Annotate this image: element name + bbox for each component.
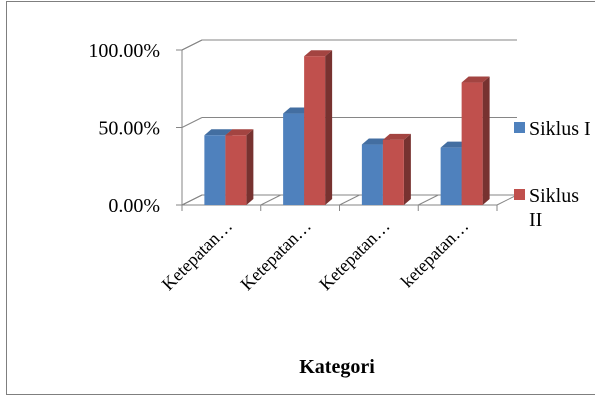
chart-legend: Siklus I Siklus II: [514, 118, 591, 231]
bar: [225, 129, 254, 205]
bar: [304, 50, 333, 206]
x-tick-label: Ketepatan…: [158, 216, 236, 294]
depth-edge-bottom: [181, 194, 203, 206]
grid-depth-line: [181, 117, 203, 128]
floor-divider: [418, 194, 439, 206]
floor-right-edge: [496, 194, 518, 206]
legend-label: Siklus II: [529, 185, 579, 231]
y-tick-label: 50.00%: [98, 118, 160, 140]
y-tick-label: 0.00%: [108, 195, 160, 217]
legend-entry: Siklus I: [514, 118, 591, 140]
depth-edge-top: [181, 39, 203, 51]
legend-swatch: [514, 122, 525, 133]
floor-divider: [339, 194, 360, 206]
legend-label: Siklus I: [529, 118, 591, 140]
legend-entry: Siklus II: [514, 185, 579, 231]
x-tick-label: Ketepatan…: [315, 216, 393, 294]
legend-swatch: [514, 189, 525, 200]
x-axis-title: Kategori: [299, 356, 375, 378]
x-tick-label: Ketepatan…: [236, 216, 314, 294]
floor-divider: [260, 194, 281, 206]
chart-bars: [204, 50, 490, 206]
y-tick-label: 100.00%: [88, 40, 160, 62]
x-tick-labels: Ketepatan… Ketepatan… Ketepatan… ketepatan…: [158, 216, 473, 294]
y-tick-labels: 0.00% 50.00% 100.00%: [88, 40, 160, 217]
bar: [461, 76, 490, 205]
x-tick-label: ketepatan…: [397, 216, 473, 292]
chart-frame: [6, 1, 595, 395]
bar: [382, 133, 411, 205]
